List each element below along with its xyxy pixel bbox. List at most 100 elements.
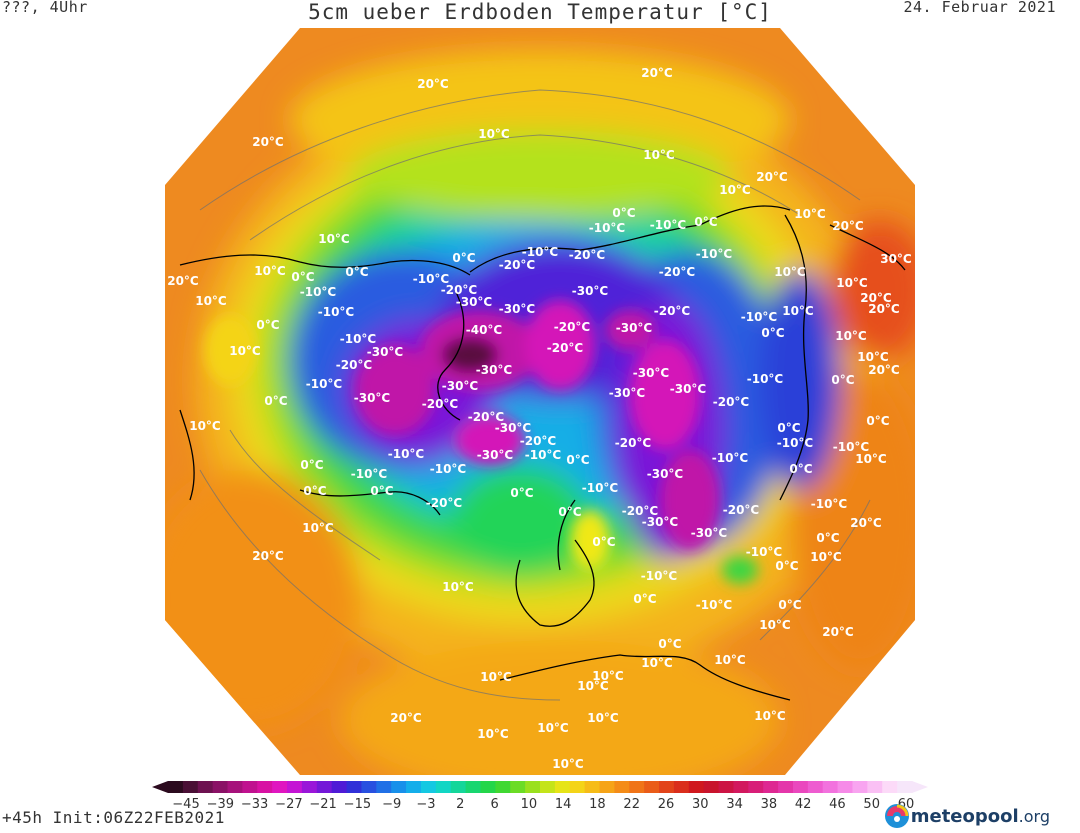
isotherm-label: 0°C (816, 531, 839, 545)
isotherm-label: 20°C (850, 516, 882, 530)
isotherm-label: -30°C (477, 448, 514, 462)
isotherm-label: 0°C (256, 318, 279, 332)
isotherm-label: -20°C (547, 341, 584, 355)
isotherm-label: -10°C (413, 272, 450, 286)
isotherm-label: 10°C (537, 721, 569, 735)
isotherm-label: -10°C (712, 451, 749, 465)
isotherm-label: 0°C (775, 559, 798, 573)
isotherm-label: -20°C (615, 436, 652, 450)
valid-time-label: ???, 4Uhr (2, 0, 88, 16)
isotherm-label: 0°C (789, 462, 812, 476)
isotherm-label: -10°C (747, 372, 784, 386)
isotherm-label: -30°C (616, 321, 653, 335)
isotherm-label: 10°C (782, 304, 814, 318)
isotherm-label: 10°C (442, 580, 474, 594)
isotherm-label: -20°C (554, 320, 591, 334)
isotherm-label: 10°C (592, 669, 624, 683)
isotherm-label: 0°C (300, 458, 323, 472)
isotherm-label: -30°C (691, 526, 728, 540)
isotherm-label: -20°C (499, 258, 536, 272)
coastlines (179, 205, 906, 701)
isotherm-label: 10°C (714, 653, 746, 667)
isotherm-label: -10°C (525, 448, 562, 462)
isotherm-label: 10°C (719, 183, 751, 197)
isotherm-label: 10°C (480, 670, 512, 684)
isotherm-label: -10°C (306, 377, 343, 391)
isotherm-label: 10°C (643, 148, 675, 162)
isotherm-label: 0°C (777, 421, 800, 435)
isotherm-label: 10°C (577, 679, 609, 693)
meteopool-logo[interactable]: meteopool .org (883, 802, 1050, 830)
isotherm-label: 10°C (302, 521, 334, 535)
isotherm-label: -20°C (713, 395, 750, 409)
isotherm-label: -10°C (650, 218, 687, 232)
isotherm-label: 0°C (694, 215, 717, 229)
isotherm-label: 0°C (452, 251, 475, 265)
isotherm-label: 10°C (836, 276, 868, 290)
isotherm-label: -20°C (654, 304, 691, 318)
isotherm-label: 10°C (478, 127, 510, 141)
isotherm-label: 10°C (857, 350, 889, 364)
isotherm-label: 10°C (189, 419, 221, 433)
isotherm-label: 20°C (822, 625, 854, 639)
isotherm-label: 10°C (229, 344, 261, 358)
isotherm-label: 0°C (291, 270, 314, 284)
isotherm-label: 0°C (345, 265, 368, 279)
isotherm-label: 20°C (167, 274, 199, 288)
isotherm-label: 20°C (417, 77, 449, 91)
isotherm-label: 10°C (774, 265, 806, 279)
isotherm-label: 0°C (592, 535, 615, 549)
isotherm-label: -20°C (520, 434, 557, 448)
isotherm-label: 10°C (587, 711, 619, 725)
isotherm-label: -20°C (336, 358, 373, 372)
isotherms (199, 89, 871, 701)
isotherm-label: -30°C (495, 421, 532, 435)
isotherm-label: 10°C (477, 727, 509, 741)
isotherm-label: 0°C (633, 592, 656, 606)
isotherm-label: 20°C (868, 302, 900, 316)
logo-tld: .org (1018, 806, 1050, 826)
isotherm-label: 20°C (868, 363, 900, 377)
isotherm-label: 0°C (778, 598, 801, 612)
isotherm-label: -30°C (456, 295, 493, 309)
isotherm-label: -10°C (741, 310, 778, 324)
isotherm-label: 10°C (641, 656, 673, 670)
isotherm-label: 20°C (756, 170, 788, 184)
isotherm-label: -10°C (696, 598, 733, 612)
isotherm-label: -10°C (641, 569, 678, 583)
map-title: 5cm ueber Erdboden Temperatur [°C] (308, 0, 772, 24)
isotherm-label: -10°C (430, 462, 467, 476)
isotherm-label: 10°C (855, 452, 887, 466)
isotherm-label: -30°C (442, 379, 479, 393)
isotherm-label: -10°C (746, 545, 783, 559)
isotherm-label: 0°C (370, 484, 393, 498)
isotherm-label: -10°C (589, 221, 626, 235)
isotherm-label: 10°C (195, 294, 227, 308)
isotherm-label: -10°C (777, 436, 814, 450)
isotherm-label: -10°C (318, 305, 355, 319)
isotherm-label: 0°C (566, 453, 589, 467)
logo-wordmark: meteopool (910, 805, 1019, 827)
forecast-date: 24. Februar 2021 (903, 0, 1056, 16)
isotherm-label: -10°C (811, 497, 848, 511)
isotherm-label: -30°C (499, 302, 536, 316)
isotherm-label: 20°C (860, 291, 892, 305)
isotherm-label: -30°C (354, 391, 391, 405)
isotherm-label: 0°C (866, 414, 889, 428)
meteopool-logo-icon (884, 804, 909, 828)
isotherm-label: -10°C (300, 285, 337, 299)
isotherm-label: -10°C (340, 332, 377, 346)
isotherm-label: 20°C (832, 219, 864, 233)
isotherm-label: 10°C (794, 207, 826, 221)
isotherm-label: -20°C (426, 496, 463, 510)
isotherm-label: -10°C (833, 440, 870, 454)
isotherm-label: 10°C (318, 232, 350, 246)
isotherm-label: -30°C (633, 366, 670, 380)
isotherm-label: 0°C (303, 484, 326, 498)
isotherm-label: 20°C (252, 135, 284, 149)
map-disc (165, 28, 915, 775)
isotherm-label: 0°C (510, 486, 533, 500)
isotherm-label: -30°C (476, 363, 513, 377)
isotherm-label: -10°C (351, 467, 388, 481)
